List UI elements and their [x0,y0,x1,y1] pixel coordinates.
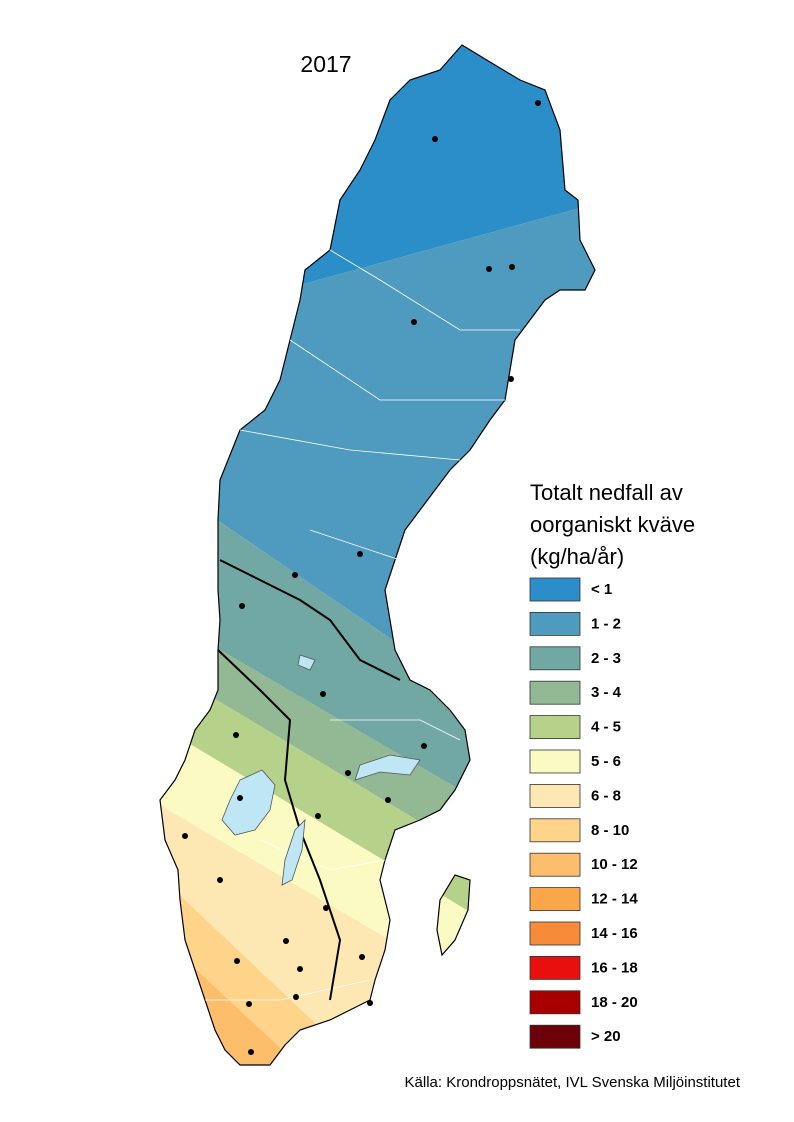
legend-swatch [529,715,581,739]
legend-label: 1 - 2 [591,615,621,632]
map-title: 2017 [300,51,351,77]
legend-swatch [529,852,581,877]
legend-swatch [529,749,581,774]
lakes [221,654,421,886]
stations [182,100,541,1055]
legend-label: 4 - 5 [591,719,621,736]
legend-label: 6 - 8 [591,787,621,804]
legend-swatch [529,921,581,946]
legend: Totalt nedfall av oorganiskt kväve (kg/ha/… [529,480,695,1049]
legend-swatch [529,612,581,636]
legend-swatch [529,646,581,671]
legend-label: 16 - 18 [591,959,638,976]
legend-label: 5 - 6 [591,753,621,770]
legend-label: 8 - 10 [591,822,629,839]
region-borders [217,559,401,1001]
legend-swatch [529,680,581,705]
legend-label: > 20 [591,1028,621,1045]
source-note: Källa: Krondroppsnätet, IVL Svenska Milj… [405,1074,741,1091]
legend-swatch [529,887,581,911]
legend-swatch [529,784,581,808]
legend-label: < 1 [591,581,612,598]
legend-title: Totalt nedfall av [530,480,683,505]
legend-label: 10 - 12 [591,856,638,873]
legend-label: 14 - 16 [591,925,638,942]
legend-label: 3 - 4 [591,684,622,701]
legend-swatch [529,1024,581,1049]
legend-swatch [529,990,581,1015]
legend-title: (kg/ha/år) [530,544,624,569]
legend-swatch [529,956,581,980]
county-borders [205,249,520,1001]
legend-label: 2 - 3 [591,650,621,667]
legend-swatch [529,577,581,602]
legend-title: oorganiskt kväve [530,512,695,537]
legend-swatch [529,818,581,843]
legend-label: 12 - 14 [591,891,638,908]
legend-label: 18 - 20 [591,994,638,1011]
